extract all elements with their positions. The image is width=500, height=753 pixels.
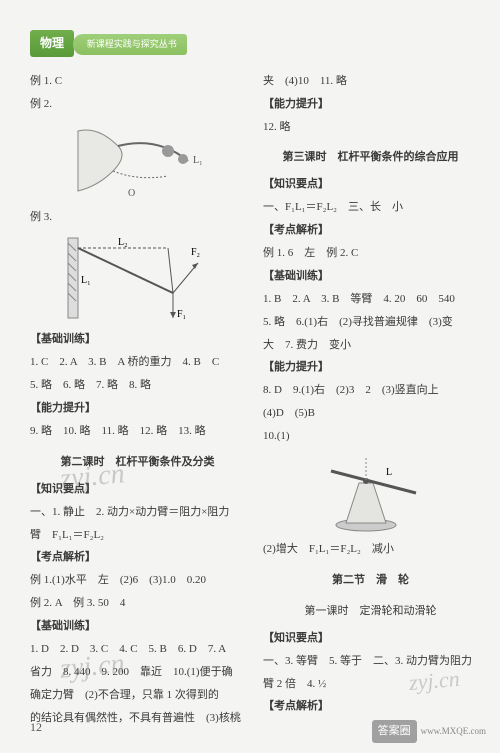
text-line: (2)增大 F₁L₁＝F₂L₂ 减小	[263, 539, 478, 560]
text-line: 5. 略 6.(1)右 (2)寻找普遍规律 (3)变	[263, 312, 478, 333]
section-heading: 【考点解析】	[30, 547, 245, 568]
section-heading: 【知识要点】	[30, 479, 245, 500]
lesson-heading: 第三课时 杠杆平衡条件的综合应用	[263, 147, 478, 168]
svg-text:F₁: F₁	[177, 309, 186, 320]
svg-text:L₁: L₁	[81, 275, 91, 286]
figure-lever-stand: L	[311, 453, 431, 533]
subject-badge: 物理	[30, 30, 74, 57]
figure-lever-wall: L₂ L₁ F₂ F₁	[63, 233, 213, 323]
text-line: 10.(1)	[263, 426, 478, 447]
text-line: 夹 (4)10 11. 略	[263, 71, 478, 92]
footer-right: 答案圈 www.MXQE.com	[372, 720, 486, 743]
section-heading: 【考点解析】	[263, 220, 478, 241]
section-heading: 【基础训练】	[263, 266, 478, 287]
text-line: 8. D 9.(1)右 (2)3 2 (3)竖直向上	[263, 380, 478, 401]
right-column: 夹 (4)10 11. 略 【能力提升】 12. 略 第三课时 杠杆平衡条件的综…	[263, 69, 478, 731]
text-line: 臂 2 倍 4. ½	[263, 674, 478, 695]
text-line: 5. 略 6. 略 7. 略 8. 略	[30, 375, 245, 396]
text-line: 1. B 2. A 3. B 等臂 4. 20 60 540	[263, 289, 478, 310]
svg-text:O: O	[128, 188, 135, 199]
text-line: (4)D (5)B	[263, 403, 478, 424]
section-heading: 【知识要点】	[263, 174, 478, 195]
text-line: 的结论具有偶然性，不具有普遍性 (3)核桃	[30, 708, 245, 729]
section-heading: 【基础训练】	[30, 329, 245, 350]
text-line: 确定力臂 (2)不合理，只靠 1 次得到的	[30, 685, 245, 706]
footer-url: www.MXQE.com	[421, 723, 486, 740]
text-line: 12. 略	[263, 117, 478, 138]
lesson-heading: 第二课时 杠杆平衡条件及分类	[30, 452, 245, 473]
text-line: 例 1. C	[30, 71, 245, 92]
section-heading: 【能力提升】	[30, 398, 245, 419]
text-line: 例 1. 6 左 例 2. C	[263, 243, 478, 264]
section-heading: 【知识要点】	[263, 628, 478, 649]
series-title: 新课程实践与探究丛书	[73, 34, 187, 55]
section-heading: 【考点解析】	[263, 696, 478, 717]
text-line: 一、F₁L₁＝F₂L₂ 三、长 小	[263, 197, 478, 218]
section-heading: 【能力提升】	[263, 357, 478, 378]
two-column-layout: 例 1. C 例 2. O L₁ 例 3. L₂ L₁ F₂	[30, 69, 478, 731]
page-number: 12	[30, 716, 42, 739]
text-line: 例 2.	[30, 94, 245, 115]
svg-text:L₂: L₂	[118, 237, 128, 248]
page-header: 物理 新课程实践与探究丛书	[30, 30, 478, 57]
left-column: 例 1. C 例 2. O L₁ 例 3. L₂ L₁ F₂	[30, 69, 245, 731]
svg-text:L: L	[386, 467, 392, 478]
footer-badge: 答案圈	[372, 720, 417, 743]
section-heading: 【能力提升】	[263, 94, 478, 115]
lesson-heading: 第一课时 定滑轮和动滑轮	[263, 601, 478, 622]
text-line: 9. 略 10. 略 11. 略 12. 略 13. 略	[30, 421, 245, 442]
text-line: 臂 F₁L₁＝F₂L₂	[30, 525, 245, 546]
text-line: 省力 8. 440 9. 200 靠近 10.(1)便于确	[30, 662, 245, 683]
text-line: 一、1. 静止 2. 动力×动力臂＝阻力×阻力	[30, 502, 245, 523]
svg-text:F₂: F₂	[191, 247, 200, 258]
svg-text:L₁: L₁	[193, 155, 203, 166]
text-line: 例 1.(1)水平 左 (2)6 (3)1.0 0.20	[30, 570, 245, 591]
section-heading-main: 第二节 滑 轮	[263, 570, 478, 591]
text-line: 1. D 2. D 3. C 4. C 5. B 6. D 7. A	[30, 639, 245, 660]
text-line: 一、3. 等臂 5. 等于 二、3. 动力臂为阻力	[263, 651, 478, 672]
text-line: 例 3.	[30, 207, 245, 228]
text-line: 例 2. A 例 3. 50 4	[30, 593, 245, 614]
text-line: 1. C 2. A 3. B A 桥的重力 4. B C	[30, 352, 245, 373]
figure-hand-branch: O L₁	[68, 121, 208, 201]
section-heading: 【基础训练】	[30, 616, 245, 637]
text-line: 大 7. 费力 变小	[263, 335, 478, 356]
